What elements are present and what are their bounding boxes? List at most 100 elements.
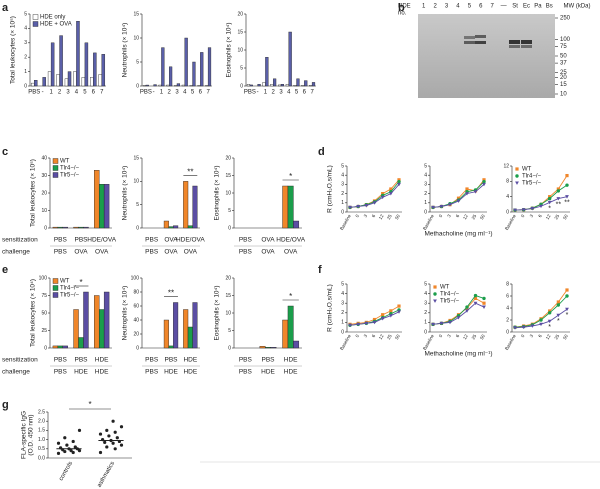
- point: [388, 314, 393, 318]
- legend-swatch: [52, 158, 59, 164]
- x-tick-label: PBS: [145, 237, 159, 244]
- x-tick-label: 25: [386, 213, 393, 220]
- bar: [76, 21, 80, 87]
- x-tick-label: 50: [479, 213, 486, 220]
- legend-swatch: [52, 292, 59, 298]
- significance: *: [289, 292, 292, 301]
- x-tick-label: 12: [462, 333, 469, 340]
- x-tick-label: PBS: [145, 357, 159, 364]
- point: [456, 316, 461, 320]
- legend-label: WT: [60, 159, 70, 165]
- x-tick-label-2: HDE: [95, 369, 109, 376]
- point: [547, 319, 552, 324]
- point: [473, 293, 478, 298]
- y-tick-label: 5: [228, 208, 231, 214]
- point: [565, 307, 569, 312]
- point: [380, 195, 385, 200]
- bar: [166, 84, 170, 87]
- x-tick-label: controls: [58, 461, 74, 482]
- bar: [262, 82, 266, 87]
- point: [397, 178, 401, 182]
- point: [547, 200, 552, 205]
- y-tick-label: 0: [136, 225, 139, 231]
- y-tick-label: 5: [341, 163, 344, 169]
- x-tick-label: 6: [371, 333, 377, 338]
- point: [556, 300, 560, 304]
- y-tick-label: 8: [506, 179, 509, 185]
- point: [439, 204, 444, 209]
- point: [364, 204, 369, 208]
- legend-marker: [515, 167, 519, 171]
- point: [548, 309, 552, 313]
- bar: [83, 226, 89, 229]
- x-tick-label-2: PBS: [239, 249, 253, 256]
- y-tick-label: 15: [225, 293, 231, 299]
- point: [111, 441, 115, 445]
- x-tick-label: -: [153, 90, 155, 96]
- y-tick-label: 0: [136, 83, 139, 89]
- lane-label: Pa: [534, 4, 542, 10]
- x-tick-label-2: HDE: [261, 369, 275, 376]
- bar: [183, 181, 189, 229]
- x-tick-label: Baseline: [504, 213, 517, 231]
- y-axis-label: Eosinophils (× 10⁴): [214, 165, 221, 220]
- bar: [83, 291, 89, 349]
- x-tick-label: 6: [537, 333, 543, 338]
- x-tick-label: 12: [378, 333, 385, 340]
- legend-label: WT: [522, 167, 532, 173]
- y-tick-label: 2.5: [38, 409, 45, 415]
- y-axis-label: Eosinophils (× 10⁴): [226, 22, 233, 77]
- legend-marker: [515, 181, 519, 185]
- point: [397, 182, 401, 187]
- point: [348, 323, 352, 328]
- y-tick-label: 1: [24, 69, 27, 75]
- x-tick-label: 2: [58, 90, 62, 96]
- y-tick-label: 0: [240, 83, 243, 89]
- significance: **: [556, 201, 562, 208]
- x-tick-label-2: PBS: [145, 249, 159, 256]
- point: [111, 419, 115, 423]
- bar: [98, 184, 105, 229]
- bar: [257, 83, 261, 87]
- y-tick-label: 0: [44, 345, 47, 351]
- y-tick-label: 20: [225, 275, 231, 281]
- panel-label: d: [318, 146, 325, 158]
- point: [465, 309, 469, 313]
- point: [364, 321, 369, 326]
- bar: [249, 84, 253, 87]
- point: [482, 296, 486, 301]
- point: [473, 190, 478, 194]
- point: [547, 196, 552, 201]
- bar: [103, 184, 110, 229]
- y-axis-label: Total leukocytes (× 10⁴): [30, 279, 37, 347]
- x-tick-label: 50: [562, 213, 569, 220]
- x-tick-label-2: PBS: [239, 369, 253, 376]
- point: [556, 313, 561, 318]
- legend-swatch: [52, 172, 59, 178]
- bar: [34, 80, 38, 87]
- bar: [184, 37, 188, 87]
- x-tick-label: 0: [438, 213, 444, 218]
- x-tick-label: PBS: [239, 357, 253, 364]
- bar: [98, 74, 102, 87]
- bar: [293, 220, 300, 229]
- bar: [169, 66, 173, 87]
- y-tick-label: 2.0: [38, 419, 45, 425]
- y-tick-label: 5: [24, 11, 27, 17]
- y-tick-label: 10: [225, 310, 231, 316]
- band: [509, 45, 520, 48]
- x-tick-label-2: OVA: [284, 249, 298, 256]
- x-tick-label: HDE: [95, 357, 109, 364]
- y-tick-label: 15: [225, 173, 231, 179]
- x-tick-label-2: OVA: [261, 249, 275, 256]
- y-tick-label: 0: [44, 225, 47, 231]
- point: [56, 451, 61, 455]
- x-tick-label: 3: [446, 333, 452, 338]
- point: [71, 439, 75, 444]
- point: [473, 301, 478, 306]
- x-tick-label: Baseline: [504, 333, 517, 351]
- bar: [52, 226, 59, 229]
- y-tick-label: 4: [424, 291, 427, 297]
- x-tick-label: 25: [471, 213, 478, 220]
